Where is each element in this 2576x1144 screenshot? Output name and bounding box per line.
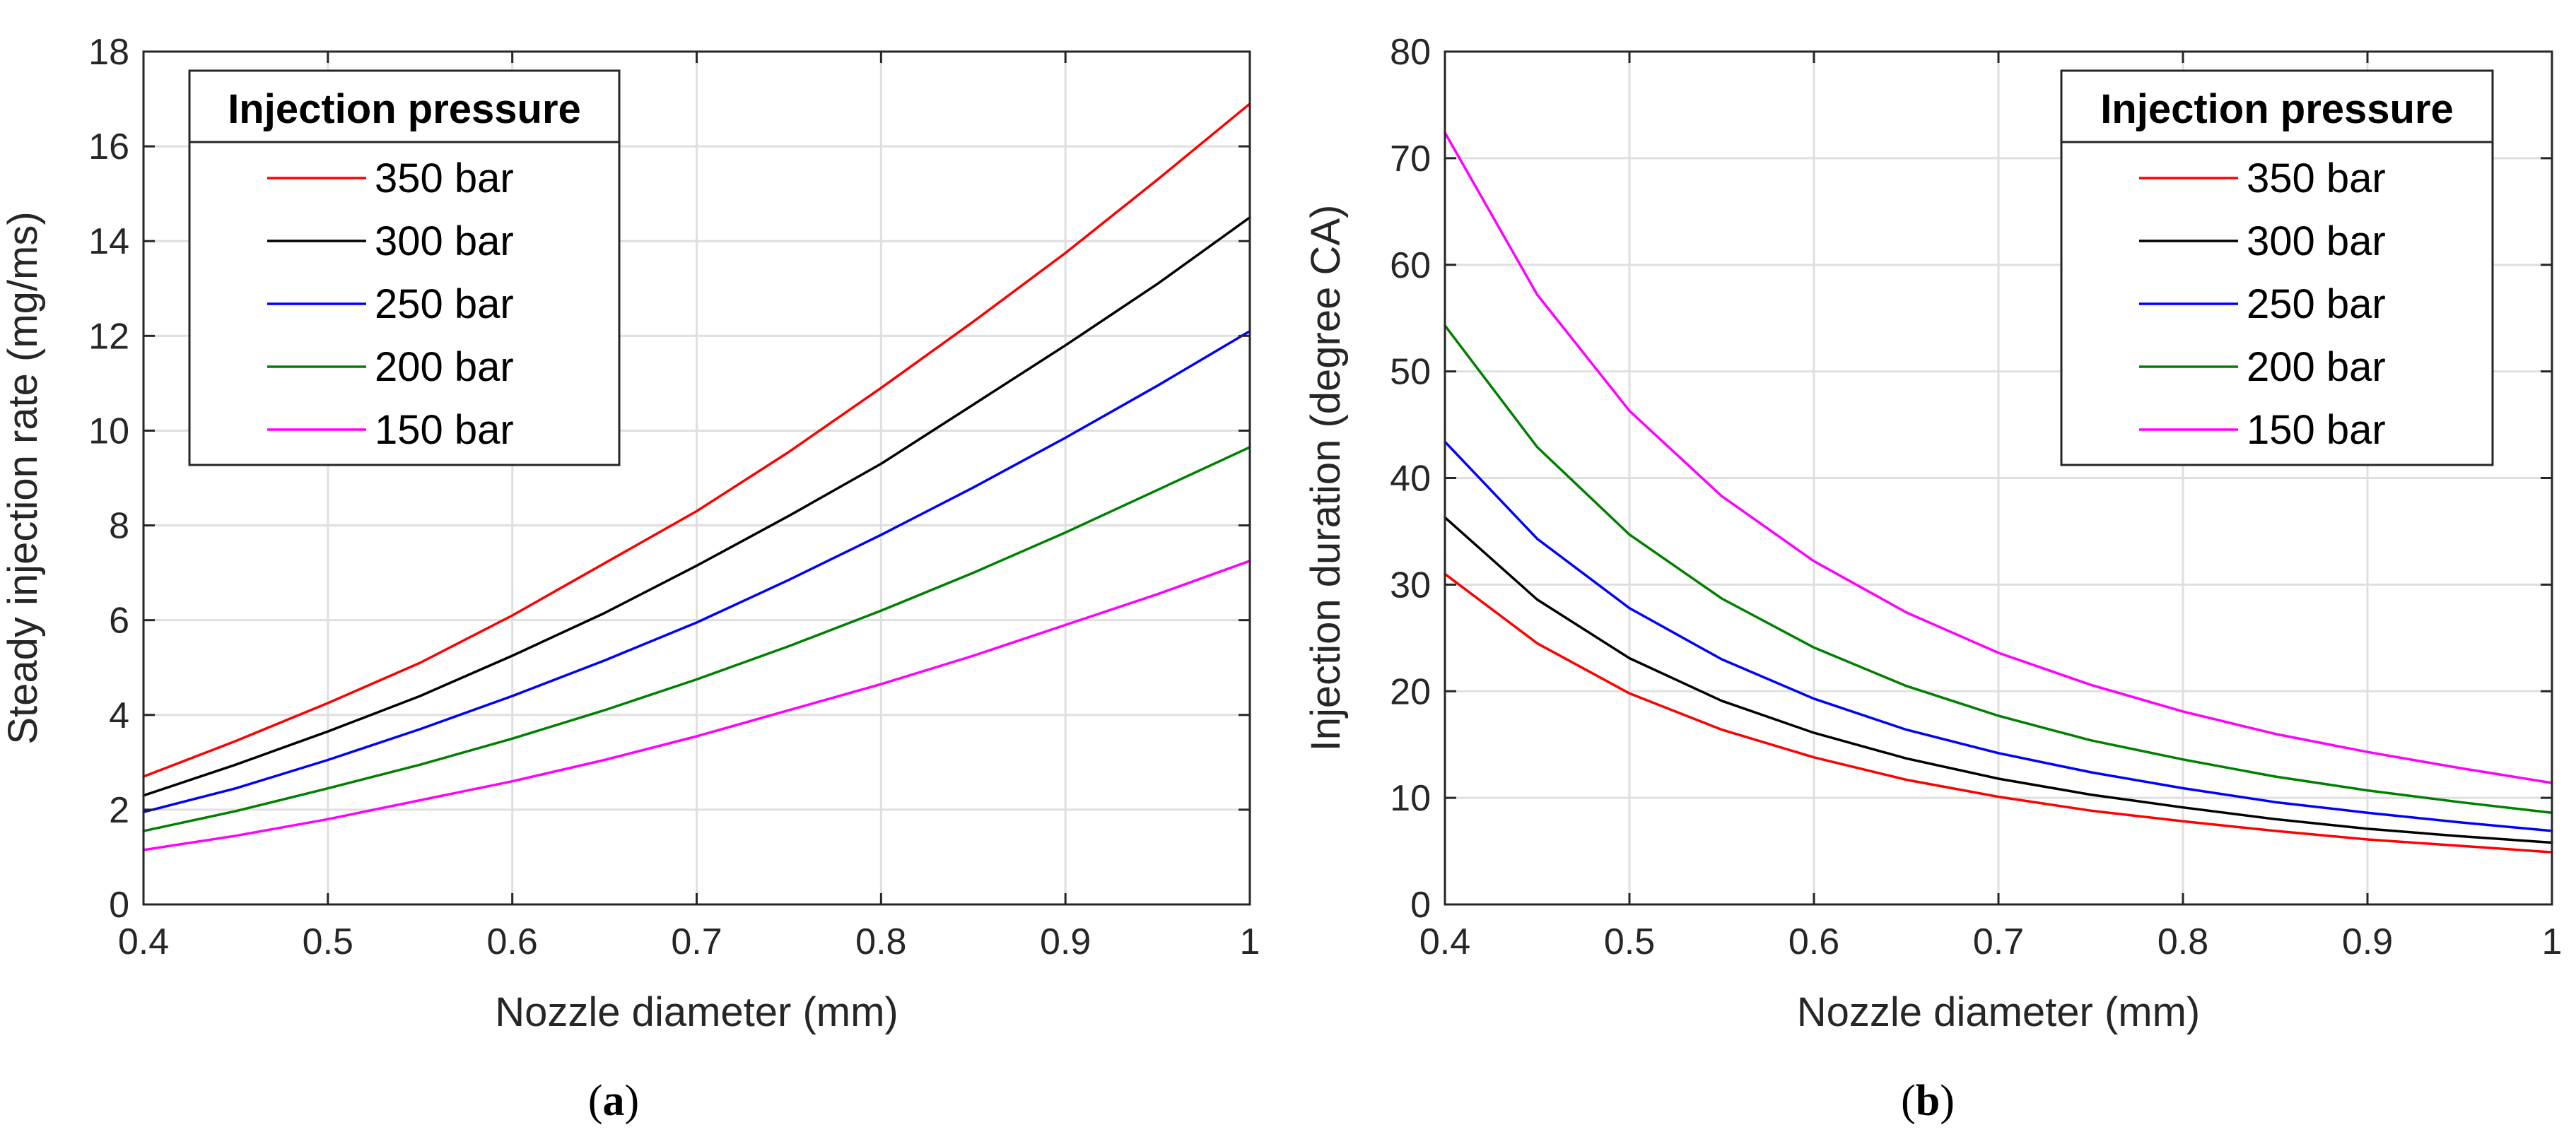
x-tick-label: 0.8 <box>2158 921 2208 962</box>
caption-open: ( <box>1901 1077 1916 1125</box>
y-tick-label: 4 <box>109 695 129 736</box>
y-tick-label: 0 <box>109 885 129 926</box>
y-tick-label: 20 <box>1390 671 1431 712</box>
series-line-250-bar <box>1444 440 2553 832</box>
x-tick-label: 0.9 <box>1040 921 1091 962</box>
y-tick-label: 50 <box>1390 352 1431 393</box>
y-tick-label: 14 <box>88 221 129 262</box>
legend-label: 350 bar <box>2247 155 2386 201</box>
series-line-350-bar <box>1444 572 2553 854</box>
legend-label: 250 bar <box>2247 281 2386 327</box>
y-tick-label: 16 <box>88 126 129 167</box>
legend-title: Injection pressure <box>228 86 581 132</box>
x-tick-label: 0.6 <box>487 921 538 962</box>
x-tick-label: 0.7 <box>671 921 722 962</box>
series-line-200-bar <box>1444 324 2553 814</box>
x-tick-label: 0.7 <box>1973 921 2024 962</box>
x-tick-label: 0.8 <box>855 921 906 962</box>
legend-label: 200 bar <box>375 344 514 390</box>
legend-title: Injection pressure <box>2100 86 2454 132</box>
legend-label: 300 bar <box>375 218 514 264</box>
y-tick-label: 70 <box>1390 138 1431 179</box>
y-tick-label: 0 <box>1410 885 1431 926</box>
legend-label: 250 bar <box>375 281 514 327</box>
y-tick-label: 2 <box>109 790 129 831</box>
y-tick-label: 40 <box>1390 459 1431 500</box>
series-line-250-bar <box>142 329 1251 813</box>
y-tick-label: 30 <box>1390 565 1431 606</box>
y-tick-label: 6 <box>109 601 129 642</box>
y-axis-label: Injection duration (degree CA) <box>1303 205 1349 752</box>
legend: Injection pressure 350 bar 300 bar 250 bar 2… <box>188 69 621 466</box>
series-line-200-bar <box>142 446 1251 832</box>
legend-label: 300 bar <box>2247 218 2386 264</box>
x-axis-label: Nozzle diameter (mm) <box>495 989 898 1035</box>
y-tick-label: 10 <box>1390 778 1431 819</box>
series-line-350-bar <box>142 102 1251 778</box>
y-tick-label: 8 <box>109 506 129 547</box>
x-tick-label: 0.4 <box>118 921 169 962</box>
series-line-300-bar <box>142 216 1251 797</box>
caption-letter: b <box>1916 1077 1940 1125</box>
y-axis-label: Steady injection rate (mg/ms) <box>0 211 46 744</box>
x-tick-label: 1 <box>1240 921 1260 962</box>
panel-caption: (a) <box>588 1077 639 1125</box>
legend-label: 150 bar <box>375 407 514 453</box>
legend-box <box>2060 69 2494 466</box>
x-tick-label: 0.4 <box>1419 921 1470 962</box>
series-line-150-bar <box>142 560 1251 851</box>
legend-label: 350 bar <box>375 155 514 201</box>
series-line-300-bar <box>1444 516 2553 844</box>
chart-panel-b: 0.4 0.5 0.6 0.7 0.8 0.9 101020304050607080Nozz… <box>1303 32 2562 1125</box>
caption-open: ( <box>588 1077 603 1125</box>
legend-label: 200 bar <box>2247 344 2386 390</box>
legend-box <box>188 69 621 466</box>
panel-caption: (b) <box>1901 1077 1955 1125</box>
y-tick-label: 80 <box>1390 32 1431 73</box>
x-axis-label: Nozzle diameter (mm) <box>1797 989 2200 1035</box>
x-tick-label: 0.6 <box>1788 921 1839 962</box>
series-line-150-bar <box>1444 131 2553 784</box>
x-tick-label: 0.5 <box>1604 921 1655 962</box>
caption-close: ) <box>1940 1077 1955 1125</box>
y-tick-label: 10 <box>88 411 129 452</box>
caption-letter: a <box>603 1077 625 1125</box>
x-tick-label: 0.9 <box>2342 921 2393 962</box>
chart-panel-a: 0.4 0.5 0.6 0.7 0.8 0.9 1024681012141618Nozzle… <box>0 32 1260 1125</box>
y-tick-label: 12 <box>88 316 129 357</box>
y-tick-label: 18 <box>88 32 129 73</box>
legend-label: 150 bar <box>2247 407 2386 453</box>
caption-close: ) <box>625 1077 640 1125</box>
x-tick-label: 1 <box>2542 921 2563 962</box>
y-tick-label: 60 <box>1390 245 1431 286</box>
x-tick-label: 0.5 <box>303 921 353 962</box>
legend: Injection pressure 350 bar 300 bar 250 bar 2… <box>2060 69 2494 466</box>
